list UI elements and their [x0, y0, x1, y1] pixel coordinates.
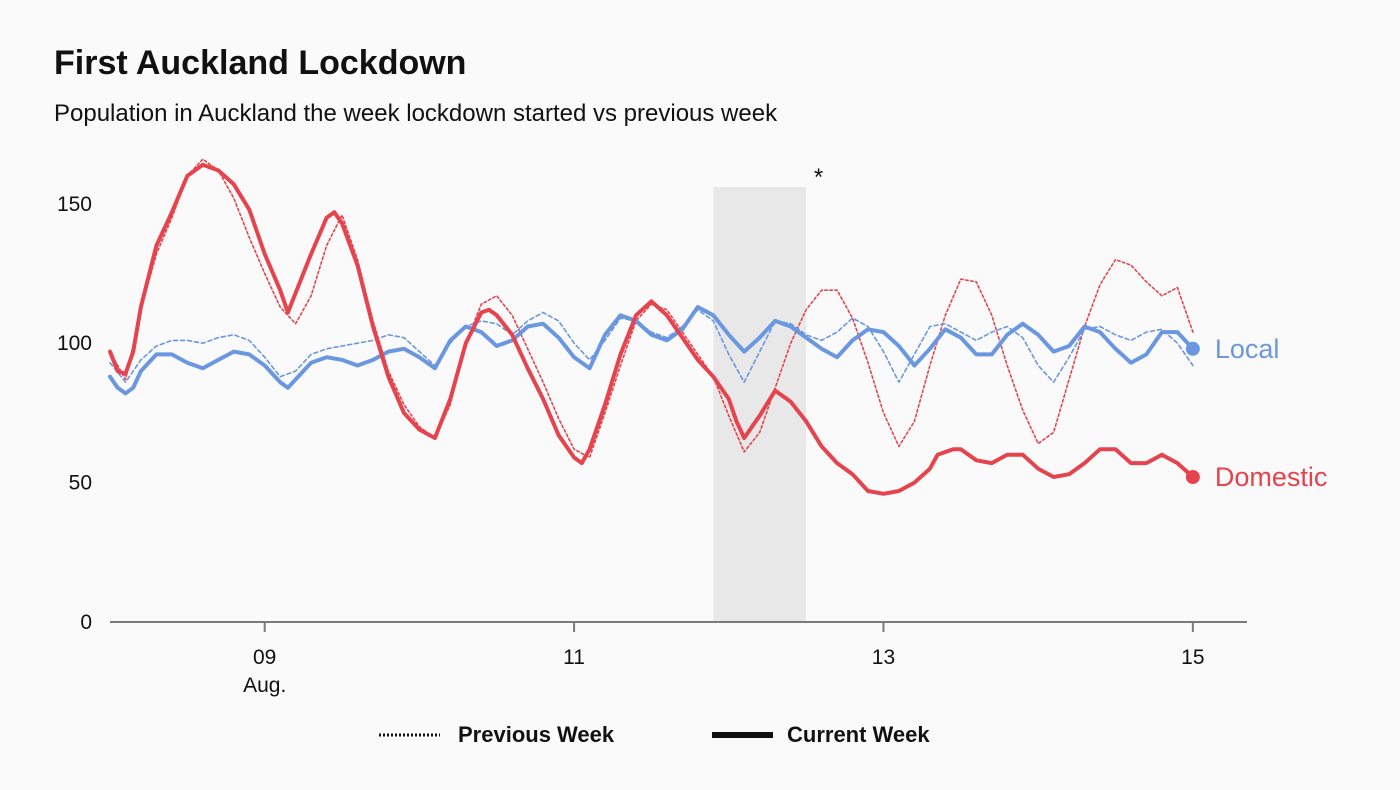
series-line-domestic-current [108, 162, 1195, 496]
x-tick-sublabel: Aug. [243, 674, 286, 697]
chart-subtitle: Population in Auckland the week lockdown… [54, 100, 778, 127]
x-tick-label: 15 [1181, 646, 1204, 669]
x-axis: 09 Aug. 11 13 15 [110, 621, 1247, 697]
annotation-asterisk: * [814, 164, 823, 191]
y-tick-label: 50 [69, 472, 92, 495]
y-tick-label: 150 [57, 193, 92, 216]
x-tick-label: 13 [872, 646, 895, 669]
series-line-local-current [108, 305, 1195, 396]
series-line-domestic-prev [109, 158, 1194, 459]
legend: Previous Week Current Week [379, 722, 930, 747]
end-label-local: Local [1215, 334, 1280, 364]
x-tick-label: 09 [253, 646, 276, 669]
chart-title: First Auckland Lockdown [54, 44, 467, 82]
y-tick-label: 100 [57, 332, 92, 355]
annotation-group: * [814, 164, 823, 191]
y-tick-label: 0 [80, 611, 92, 634]
legend-label: Previous Week [458, 722, 615, 747]
end-label-domestic: Domestic [1215, 462, 1328, 492]
end-labels-group: Local Domestic [1185, 334, 1328, 492]
y-axis: 0 50 100 150 [57, 193, 92, 634]
series-group [108, 158, 1195, 496]
end-dot-local [1185, 341, 1200, 356]
end-dot-domestic [1185, 470, 1200, 485]
legend-label: Current Week [787, 722, 930, 747]
x-tick-label: 11 [563, 646, 585, 669]
